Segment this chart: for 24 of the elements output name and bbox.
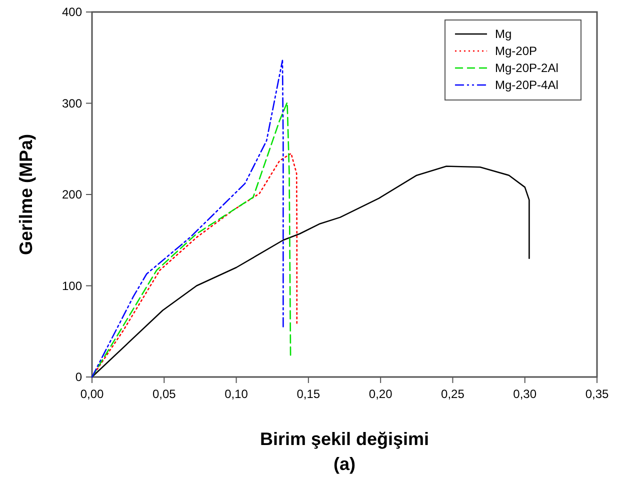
legend-label: Mg-20P [495, 44, 538, 58]
y-tick-label: 300 [62, 96, 82, 110]
x-tick-label: 0,10 [224, 387, 248, 401]
x-axis-title: Birim şekil değişimi [260, 429, 430, 449]
y-axis-title: Gerilme (MPa) [16, 134, 36, 256]
x-tick-label: 0,05 [152, 387, 176, 401]
y-tick-label: 400 [62, 5, 82, 19]
legend-label: Mg-20P-2Al [495, 61, 558, 75]
x-tick-label: 0,20 [368, 387, 393, 401]
y-tick-label: 100 [62, 278, 82, 293]
line-series [91, 102, 292, 378]
x-tick-label: 0,25 [441, 387, 465, 401]
line-series [91, 152, 298, 378]
y-tick-label: 0 [75, 370, 82, 384]
text: (a) [334, 454, 356, 474]
x-tick-label: 0,15 [296, 387, 320, 401]
legend-label: Mg-20P-4Al [495, 78, 558, 92]
x-tick-label: 0,35 [585, 387, 609, 401]
x-tick-label: 0,30 [513, 387, 537, 401]
y-tick-label: 200 [62, 188, 82, 202]
x-tick-label: 0,00 [80, 387, 104, 401]
legend-label: Mg [495, 27, 512, 41]
line-series [91, 166, 530, 378]
line-series [91, 60, 284, 378]
